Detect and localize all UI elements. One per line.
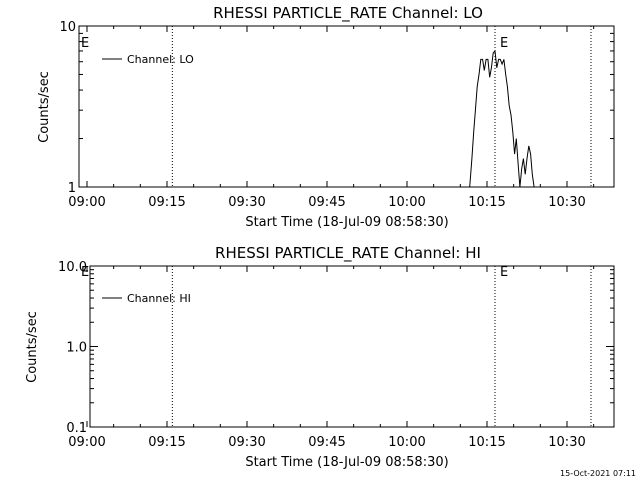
xtick-label-lo: 10:15: [468, 195, 505, 210]
xtick-label-hi: 10:30: [548, 435, 585, 450]
panel-lo-ylabel: Counts/sec: [37, 71, 52, 143]
xtick-label-hi: 10:15: [468, 435, 505, 450]
xtick-label-hi: 09:00: [68, 435, 105, 450]
panel-lo-eclipse-label-left: E: [81, 36, 89, 51]
panel-hi-eclipse-label-right: E: [500, 265, 508, 280]
xtick-label-hi: 10:00: [388, 435, 425, 450]
panel-lo-frame: [78, 25, 615, 188]
panel-lo-ticks: 09:00 09:15 09:30 09:45 10:00 10:15 10:30 1 10: [59, 20, 614, 210]
legend-label-lo: Channel: LO: [127, 53, 194, 66]
xtick-label-lo: 09:45: [308, 195, 345, 210]
panel-lo-eclipse-lines: [171, 26, 592, 187]
panel-hi: RHESSI PARTICLE_RATE Channel: HI 09:00 09…: [25, 244, 615, 470]
ytick-label-lo: 10: [59, 20, 76, 35]
panel-hi-ticks: 09:00 09:15 09:30 09:45 10:00 10:15 10:30 0.1 1.…: [58, 260, 614, 450]
footer-timestamp: 15-Oct-2021 07:11: [560, 469, 636, 478]
xtick-label-lo: 09:15: [148, 195, 185, 210]
xtick-label-lo: 09:00: [68, 195, 105, 210]
series-line-lo: [469, 49, 536, 188]
panel-lo-eclipse-label-right: E: [500, 36, 508, 51]
xtick-label-lo: 10:00: [388, 195, 425, 210]
legend-label-hi: Channel: HI: [127, 292, 191, 305]
ytick-label-hi: 0.1: [66, 421, 87, 436]
panel-hi-eclipse-label-left: E: [81, 265, 89, 280]
xtick-label-hi: 09:15: [148, 435, 185, 450]
panel-lo-title: RHESSI PARTICLE_RATE Channel: LO: [213, 4, 483, 23]
xtick-label-hi: 09:45: [308, 435, 345, 450]
ytick-label-hi: 1.0: [66, 341, 87, 356]
panel-hi-xlabel: Start Time (18-Jul-09 08:58:30): [245, 455, 448, 470]
panel-hi-eclipse-lines: [171, 266, 592, 427]
ytick-label-hi: 10.0: [58, 260, 87, 275]
panel-hi-title: RHESSI PARTICLE_RATE Channel: HI: [215, 244, 481, 263]
xtick-label-hi: 09:30: [228, 435, 265, 450]
ytick-label-lo: 1: [68, 181, 76, 196]
panel-hi-frame: [89, 265, 615, 428]
panel-hi-ylabel: Counts/sec: [25, 311, 40, 383]
xtick-label-lo: 09:30: [228, 195, 265, 210]
xtick-label-lo: 10:30: [548, 195, 585, 210]
panel-lo-xlabel: Start Time (18-Jul-09 08:58:30): [245, 215, 448, 230]
panel-lo: RHESSI PARTICLE_RATE Channel: LO 09:00 09…: [37, 4, 615, 230]
